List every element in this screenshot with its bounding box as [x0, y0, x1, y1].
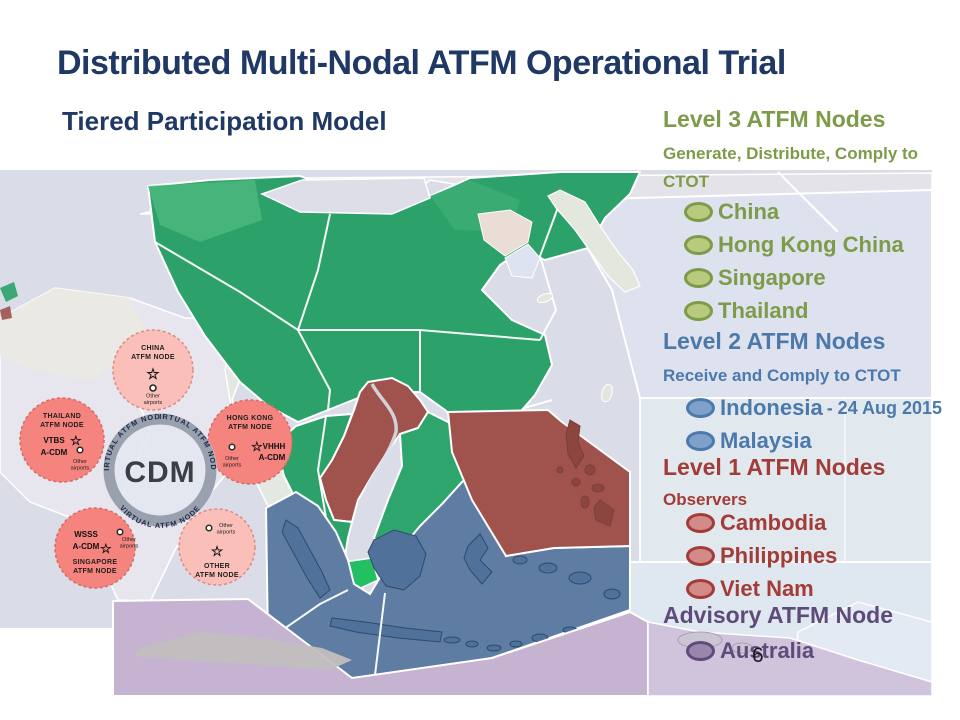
svg-text:airports: airports — [144, 400, 163, 406]
star-icon: ☆ — [70, 433, 82, 448]
svg-text:ATFM NODE: ATFM NODE — [228, 424, 272, 431]
svg-text:WSSS: WSSS — [74, 530, 98, 539]
indonesia-date: - 24 Aug 2015 — [826, 397, 943, 418]
svg-text:airports: airports — [71, 466, 90, 472]
svg-text:A-CDM: A-CDM — [41, 448, 68, 457]
cdm-node-hongkong: HONG KONG ATFM NODE Other airports ☆ VHH… — [207, 399, 293, 485]
other-airports-icon — [149, 384, 157, 392]
cdm-node-china: CHINA ATFM NODE ☆ Other airports — [112, 329, 194, 411]
level2-bullet-icon — [686, 431, 715, 451]
svg-text:Other: Other — [219, 523, 233, 529]
svg-text:A-CDM: A-CDM — [259, 453, 286, 462]
other-airports-icon — [205, 524, 213, 532]
hongkong-node-label: HONG KONG — [227, 415, 274, 422]
legend-level2-title: Level 2 ATFM Nodes — [663, 328, 886, 354]
level1-bullet-icon — [686, 513, 715, 533]
legend-level1-title: Level 1 ATFM Nodes — [663, 454, 886, 480]
legend-item-singapore: Singapore — [684, 263, 826, 293]
level1-bullet-icon — [686, 579, 715, 599]
legend-item-philippines: Philippines — [686, 541, 837, 571]
cdm-node-other: Other airports ☆ OTHER ATFM NODE — [178, 508, 256, 586]
level1-bullet-icon — [686, 546, 715, 566]
singapore-node-label: SINGAPORE — [73, 559, 118, 566]
legend-item-hongkong: Hong Kong China — [684, 230, 904, 260]
star-icon: ☆ — [251, 439, 263, 454]
thailand-node-label: THAILAND — [43, 413, 81, 420]
svg-text:ATFM NODE: ATFM NODE — [73, 568, 117, 575]
other-airports-icon — [76, 446, 84, 454]
other-airports-icon — [228, 443, 236, 451]
legend-advisory-title: Advisory ATFM Node — [663, 602, 894, 628]
legend-item-australia: Australia — [686, 636, 814, 666]
legend-item-malaysia: Malaysia — [686, 426, 812, 456]
page-number: 6 — [752, 644, 764, 667]
map-region-australia-purple — [112, 597, 932, 697]
svg-text:airports: airports — [223, 463, 242, 469]
map-region-philippines — [446, 408, 631, 558]
legend-item-indonesia: Indonesia - 24 Aug 2015 — [686, 393, 942, 423]
level3-bullet-icon — [684, 268, 713, 288]
map-edge-mask — [0, 628, 112, 702]
star-icon: ☆ — [211, 543, 224, 559]
legend-item-thailand: Thailand — [684, 296, 808, 326]
svg-text:Other: Other — [73, 459, 87, 465]
page-title: Distributed Multi-Nodal ATFM Operational… — [57, 44, 786, 82]
level3-bullet-icon — [684, 202, 713, 222]
svg-text:VTBS: VTBS — [43, 436, 65, 445]
svg-text:ATFM NODE: ATFM NODE — [131, 354, 175, 361]
page-subtitle: Tiered Participation Model — [62, 106, 387, 136]
svg-text:Other: Other — [225, 456, 239, 462]
svg-text:Other: Other — [122, 537, 136, 543]
cdm-center-label: CDM — [124, 456, 195, 489]
svg-text:VHHH: VHHH — [263, 442, 286, 451]
cdm-node-thailand: THAILAND ATFM NODE VTBS ☆ A-CDM Other ai… — [19, 397, 105, 483]
legend-item-china: China — [684, 197, 779, 227]
svg-text:airports: airports — [217, 530, 236, 536]
other-airports-icon — [116, 528, 124, 536]
cdm-node-singapore: WSSS A-CDM ☆ Other airports SINGAPORE AT… — [54, 507, 139, 589]
svg-text:A-CDM: A-CDM — [73, 542, 100, 551]
star-icon: ☆ — [100, 541, 112, 556]
level2-bullet-icon — [686, 398, 715, 418]
cdm-diagram: CHINA ATFM NODE ☆ Other airports THAILAN… — [8, 316, 293, 589]
map-region-northeast-asia — [477, 189, 641, 403]
map-region-mongolia — [260, 177, 431, 215]
legend-level3-title: Level 3 ATFM Nodes — [663, 106, 886, 132]
level3-bullet-icon — [684, 235, 713, 255]
level3-bullet-icon — [684, 301, 713, 321]
legend-item-vietnam: Viet Nam — [686, 574, 814, 604]
asia-fir-map — [0, 170, 932, 702]
other-node-label: OTHER — [204, 563, 230, 570]
legend-level2-desc: Receive and Comply to CTOT — [663, 366, 901, 385]
svg-text:airports: airports — [120, 544, 139, 550]
legend-item-cambodia: Cambodia — [686, 508, 826, 538]
star-icon: ☆ — [146, 366, 160, 383]
china-node-label: CHINA — [141, 345, 165, 352]
svg-text:Other: Other — [146, 394, 160, 400]
svg-text:ATFM NODE: ATFM NODE — [40, 422, 84, 429]
legend-level3-desc: Generate, Distribute, Comply to CTOT — [663, 144, 919, 191]
svg-text:ATFM NODE: ATFM NODE — [195, 572, 239, 579]
advisory-bullet-icon — [686, 641, 715, 661]
legend-level1-desc: Observers — [663, 490, 748, 509]
